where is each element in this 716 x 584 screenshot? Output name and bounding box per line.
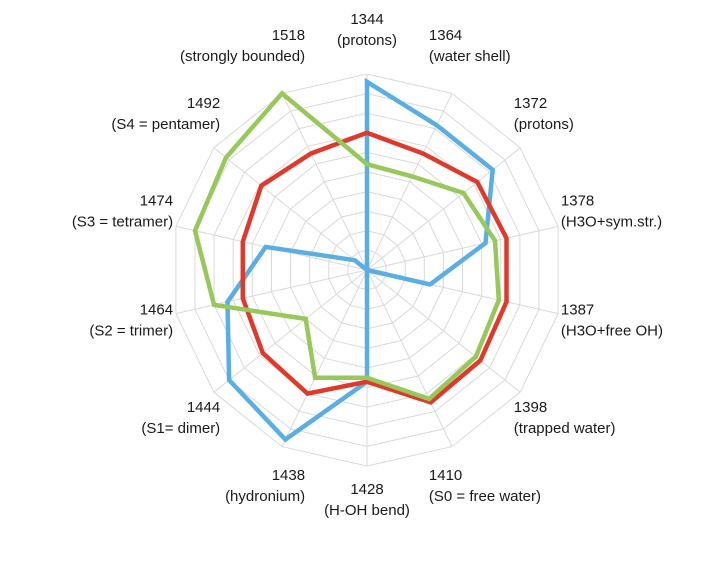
category-label-assignment: (S0 = free water) [429,488,541,505]
grid-spoke [213,147,368,271]
category-label-assignment: (trapped water) [514,420,616,437]
category-label-assignment: (S4 = pentamer) [111,116,220,133]
category-label-wavenumber: 1464 [140,301,173,318]
category-label-wavenumber: 1387 [561,301,594,318]
category-label: 1398 (trapped water) [514,399,616,437]
category-label-wavenumber: 1378 [561,193,594,210]
category-label: 1378 (H3O+sym.str.) [561,193,662,231]
category-label: 1518 (strongly bounded) [180,27,305,65]
category-label-assignment: (protons) [337,32,397,49]
category-label: 1464 (S2 = trimer) [89,301,173,339]
category-label-wavenumber: 1428 [350,481,383,498]
category-label-wavenumber: 1492 [187,95,220,112]
series-line-2 [240,130,509,405]
category-label-wavenumber: 1518 [272,27,305,44]
category-label-wavenumber: 1444 [187,399,220,416]
category-label-assignment: (H-OH bend) [324,502,410,519]
category-label: 1372 (protons) [514,95,574,133]
category-label-assignment: (protons) [514,116,574,133]
grid-spoke [175,269,368,315]
grid-spoke [366,147,521,271]
category-label-assignment: (water shell) [429,48,511,65]
category-label-wavenumber: 1474 [140,193,173,210]
grid-spoke [366,93,453,271]
category-label: 1492 (S4 = pentamer) [111,95,220,133]
category-label: 1387 (H3O+free OH) [561,301,663,339]
grid-spoke [213,269,368,393]
category-label-assignment: (S1= dimer) [141,420,220,437]
category-label: 1438 (hydronium) [225,467,305,505]
category-label: 1364 (water shell) [429,27,511,65]
grid-spoke [366,269,453,447]
category-label-wavenumber: 1398 [514,399,547,416]
series-line-3 [192,90,502,402]
category-label: 1428 (H-OH bend) [324,481,410,519]
category-label-assignment: (hydronium) [225,488,305,505]
grid-spoke [281,269,368,447]
category-label: 1444 (S1= dimer) [141,399,220,437]
series-line-1 [225,77,496,443]
category-labels: 1344 (protons) 1364 (water shell) 1372 (proto… [72,11,663,519]
series-layer [192,77,509,443]
category-label-assignment: (H3O+sym.str.) [561,214,662,231]
grid-spoke [366,225,559,271]
category-label: 1474 (S3 = tetramer) [72,193,173,231]
grid-spoke [281,93,368,271]
category-label-wavenumber: 1364 [429,27,462,44]
category-label-wavenumber: 1372 [514,95,547,112]
category-label-wavenumber: 1344 [350,11,383,28]
category-label-assignment: (S2 = trimer) [89,322,173,339]
category-label-wavenumber: 1438 [272,467,305,484]
category-label-assignment: (H3O+free OH) [561,322,663,339]
category-label-assignment: (S3 = tetramer) [72,214,173,231]
grid-spoke [366,269,521,393]
category-label: 1344 (protons) [337,11,397,49]
category-label-assignment: (strongly bounded) [180,48,305,65]
category-label-wavenumber: 1410 [429,467,462,484]
category-label: 1410 (S0 = free water) [429,467,541,505]
